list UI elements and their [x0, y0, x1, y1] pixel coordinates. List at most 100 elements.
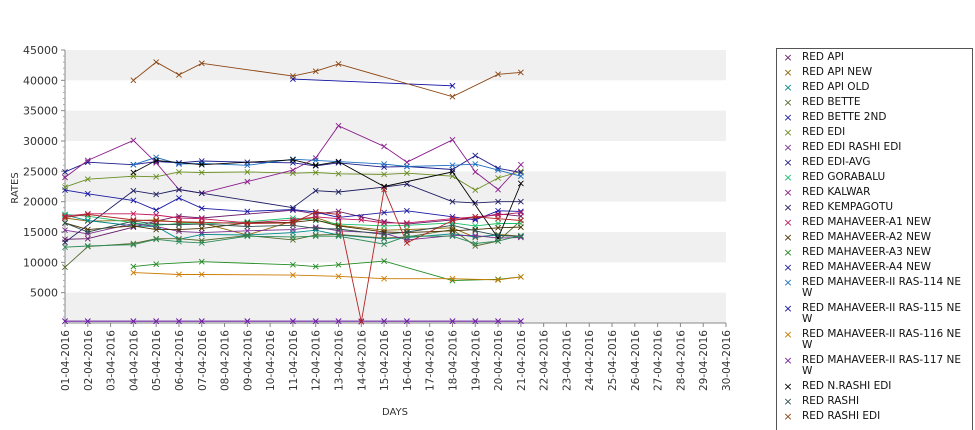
series-unnamed — [62, 186, 524, 325]
data-point — [381, 229, 388, 235]
data-point — [449, 169, 456, 175]
legend-marker-icon: × — [783, 302, 793, 315]
data-point — [449, 162, 456, 169]
data-point — [449, 275, 456, 282]
data-point — [472, 169, 479, 175]
legend-item: × RED MAHAVEER-A1 NEW — [777, 216, 972, 229]
legend-marker-icon: × — [783, 66, 793, 79]
data-point — [153, 207, 160, 214]
data-point — [381, 318, 388, 325]
data-point — [198, 205, 205, 212]
legend-item: × RED EDI — [777, 126, 972, 139]
data-point — [403, 159, 410, 166]
data-point — [403, 219, 410, 226]
series-line — [64, 170, 522, 191]
data-point — [290, 272, 296, 278]
data-point — [335, 211, 342, 218]
data-point — [290, 204, 296, 211]
y-tick-label: 10000 — [23, 256, 58, 269]
data-point — [198, 160, 205, 167]
data-point — [403, 222, 410, 229]
x-tick-label: 26-04-2016 — [630, 330, 642, 391]
data-point — [176, 186, 182, 193]
data-point — [472, 199, 479, 206]
data-point — [517, 209, 524, 216]
data-point — [517, 173, 524, 180]
data-point — [381, 275, 388, 282]
grid-band — [65, 292, 726, 323]
y-tick-label: 15000 — [23, 226, 58, 239]
legend-item: × RED MAHAVEER-A3 NEW — [777, 247, 972, 259]
legend-marker-icon: × — [783, 201, 793, 214]
data-point — [198, 318, 205, 325]
y-tick-label: 45000 — [23, 44, 58, 57]
data-point — [84, 157, 91, 164]
data-point — [62, 213, 68, 220]
data-point — [312, 209, 319, 215]
data-point — [244, 169, 251, 175]
legend-marker-icon: × — [783, 81, 793, 94]
data-point — [495, 224, 501, 231]
legend-label: RED MAHAVEER-II RAS-117 NEW — [802, 354, 962, 377]
legend-label: RED API NEW — [802, 66, 873, 78]
data-point — [198, 161, 205, 168]
series-line — [133, 260, 521, 281]
data-point — [495, 318, 501, 325]
data-point — [312, 169, 319, 176]
y-axis-label: RATES — [10, 172, 21, 203]
data-point — [403, 240, 410, 246]
data-point — [198, 190, 205, 197]
data-point — [176, 218, 182, 225]
data-point — [290, 156, 296, 163]
legend-item: × RED BETTE — [777, 96, 972, 109]
data-point — [312, 216, 319, 223]
series-lines — [62, 59, 524, 325]
data-point — [153, 157, 160, 164]
data-point — [495, 238, 501, 245]
legend-label: RED EDI — [802, 126, 846, 138]
data-point — [472, 240, 479, 247]
data-point — [244, 220, 251, 227]
data-point — [472, 152, 479, 159]
x-tick-label: 06-04-2016 — [174, 330, 186, 391]
data-point — [62, 174, 68, 181]
legend-label: RED MAHAVEER-A4 NEW — [802, 261, 931, 273]
x-tick-label: 17-04-2016 — [425, 330, 437, 391]
y-tick-label: 5000 — [30, 287, 58, 300]
legend-marker-icon: × — [783, 156, 793, 169]
legend-label: RED RASHI — [802, 395, 860, 407]
data-point — [403, 318, 410, 325]
data-point — [335, 273, 342, 280]
data-point — [517, 69, 524, 76]
series-line — [133, 159, 522, 240]
data-point — [84, 159, 91, 166]
data-point — [176, 271, 182, 278]
legend-marker-icon: × — [783, 111, 793, 124]
data-point — [290, 226, 296, 233]
grid-bands — [65, 50, 726, 323]
x-tick-label: 10-04-2016 — [265, 330, 277, 391]
legend-item: × RED MAHAVEER-A4 NEW — [777, 261, 972, 274]
data-point — [312, 225, 319, 232]
data-point — [62, 264, 68, 271]
legend-label: RED EDI-AVG — [802, 156, 871, 168]
grid-band — [65, 50, 726, 81]
series-red-rashi-edi — [130, 59, 524, 100]
data-point — [335, 170, 342, 177]
data-point — [153, 173, 160, 180]
series-line — [64, 125, 522, 194]
series-red-kalwar — [62, 122, 524, 197]
data-point — [381, 209, 388, 216]
legend-label: RED MAHAVEER-A1 NEW — [802, 216, 931, 228]
legend-marker-icon: × — [783, 51, 793, 64]
data-point — [517, 318, 524, 325]
x-tick-label: 15-04-2016 — [379, 330, 391, 391]
data-point — [62, 244, 68, 251]
x-tick-label: 08-04-2016 — [220, 330, 232, 391]
data-point — [153, 158, 160, 165]
data-point — [449, 198, 456, 205]
legend-label: RED BETTE — [802, 96, 861, 108]
x-tick-label: 19-04-2016 — [470, 330, 482, 391]
x-tick-label: 25-04-2016 — [607, 330, 619, 391]
data-point — [84, 190, 91, 197]
